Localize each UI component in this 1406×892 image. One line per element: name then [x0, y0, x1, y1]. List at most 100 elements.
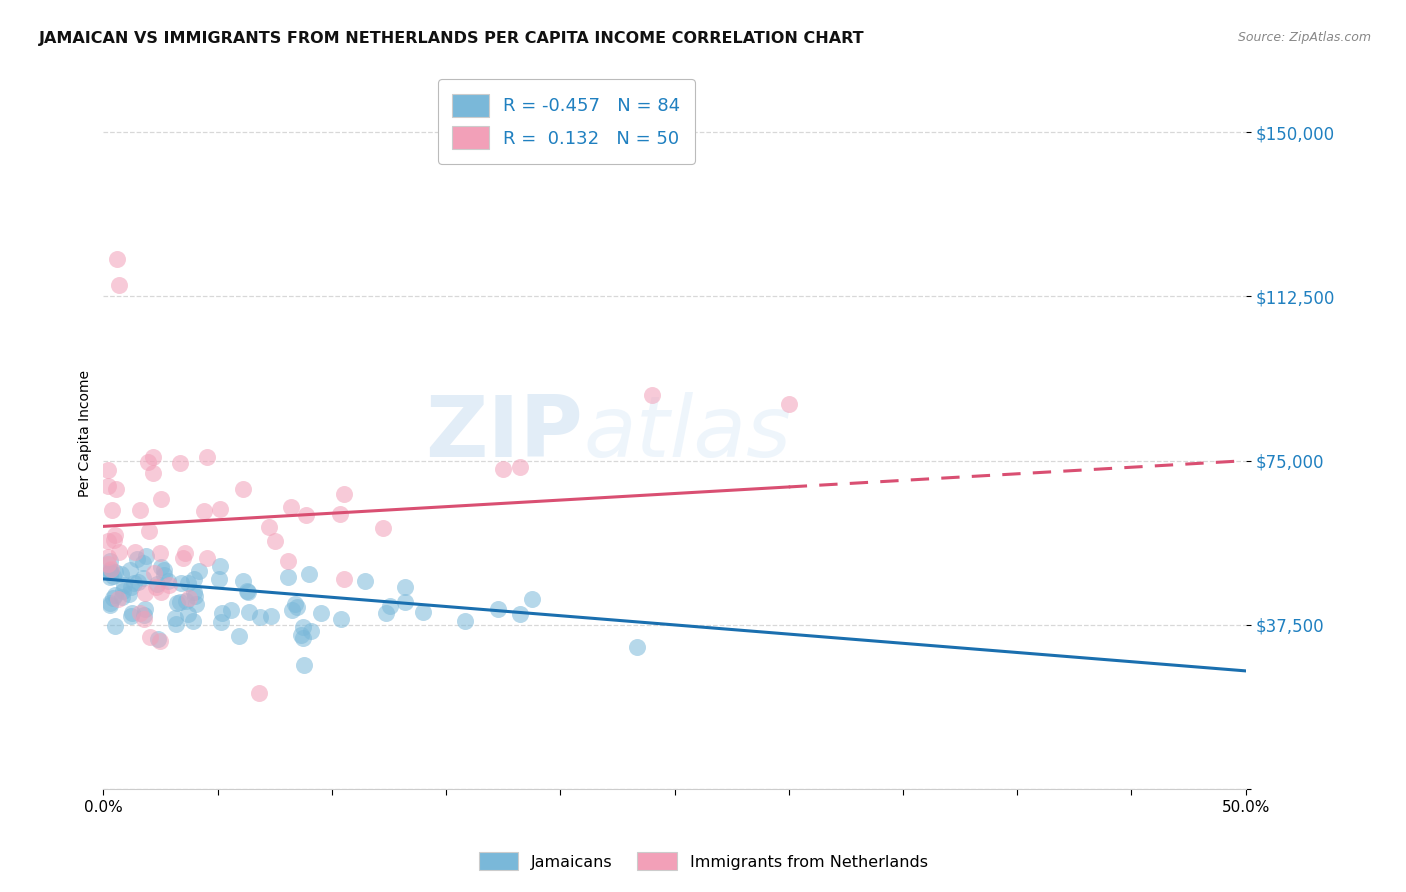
Point — [172, 550, 194, 565]
Point — [108, 278, 131, 293]
Point — [177, 576, 200, 591]
Point — [149, 546, 172, 560]
Point — [98, 598, 121, 612]
Point — [509, 459, 531, 474]
Text: atlas: atlas — [583, 392, 792, 475]
Point — [97, 549, 120, 564]
Point — [165, 611, 187, 625]
Point — [107, 545, 129, 559]
Point — [193, 504, 215, 518]
Point — [177, 607, 200, 622]
Point — [146, 632, 169, 647]
Point — [371, 520, 394, 534]
Point — [98, 569, 121, 583]
Point — [97, 534, 120, 549]
Point — [143, 566, 166, 580]
Point — [277, 553, 299, 567]
Point — [153, 568, 176, 582]
Point — [378, 599, 401, 614]
Point — [97, 463, 120, 477]
Point — [157, 574, 180, 588]
Point — [121, 607, 143, 621]
Point — [101, 569, 124, 583]
Point — [174, 546, 197, 560]
Point — [208, 572, 231, 586]
Point — [125, 552, 148, 566]
Point — [209, 559, 232, 574]
Point — [134, 602, 156, 616]
Point — [101, 503, 124, 517]
Point — [142, 466, 165, 480]
Point — [290, 628, 312, 642]
Point — [149, 492, 172, 507]
Point — [219, 602, 242, 616]
Text: ZIP: ZIP — [426, 392, 583, 475]
Point — [232, 482, 254, 496]
Point — [209, 501, 232, 516]
Point — [298, 566, 321, 581]
Point — [97, 558, 120, 572]
Point — [138, 524, 160, 538]
Point — [195, 450, 218, 465]
Point — [132, 612, 155, 626]
Point — [187, 564, 209, 578]
Point — [374, 606, 396, 620]
Point — [101, 591, 124, 605]
Point — [257, 520, 280, 534]
Point — [232, 574, 254, 588]
Point — [129, 607, 152, 621]
Point — [184, 597, 207, 611]
Point — [103, 533, 125, 547]
Point — [98, 554, 121, 568]
Point — [520, 592, 543, 607]
Point — [97, 479, 120, 493]
Point — [177, 591, 200, 605]
Point — [281, 603, 304, 617]
Point — [209, 615, 232, 630]
Point — [104, 528, 127, 542]
Point — [104, 566, 127, 580]
Point — [139, 630, 162, 644]
Point — [149, 585, 172, 599]
Point — [112, 584, 135, 599]
Point — [236, 584, 259, 599]
Point — [778, 397, 800, 411]
Point — [98, 563, 121, 577]
Point — [111, 590, 134, 604]
Point — [169, 457, 191, 471]
Point — [135, 549, 157, 563]
Point — [640, 388, 662, 402]
Point — [149, 633, 172, 648]
Point — [146, 577, 169, 591]
Point — [105, 252, 128, 267]
Point — [132, 571, 155, 585]
Point — [486, 602, 509, 616]
Y-axis label: Per Capita Income: Per Capita Income — [79, 370, 93, 497]
Point — [183, 572, 205, 586]
Point — [228, 629, 250, 643]
Point — [238, 605, 260, 619]
Point — [211, 606, 233, 620]
Point — [118, 563, 141, 577]
Text: Source: ZipAtlas.com: Source: ZipAtlas.com — [1237, 31, 1371, 45]
Point — [98, 596, 121, 610]
Point — [329, 612, 352, 626]
Point — [309, 606, 332, 620]
Point — [299, 624, 322, 639]
Point — [492, 462, 515, 476]
Point — [118, 587, 141, 601]
Point — [626, 640, 648, 655]
Point — [132, 608, 155, 623]
Point — [112, 578, 135, 592]
Point — [333, 572, 356, 586]
Point — [98, 566, 121, 580]
Point — [412, 605, 434, 619]
Point — [284, 597, 307, 611]
Point — [238, 585, 260, 599]
Point — [294, 657, 316, 672]
Point — [184, 589, 207, 603]
Point — [100, 562, 122, 576]
Point — [124, 545, 146, 559]
Point — [107, 592, 129, 607]
Point — [122, 575, 145, 590]
